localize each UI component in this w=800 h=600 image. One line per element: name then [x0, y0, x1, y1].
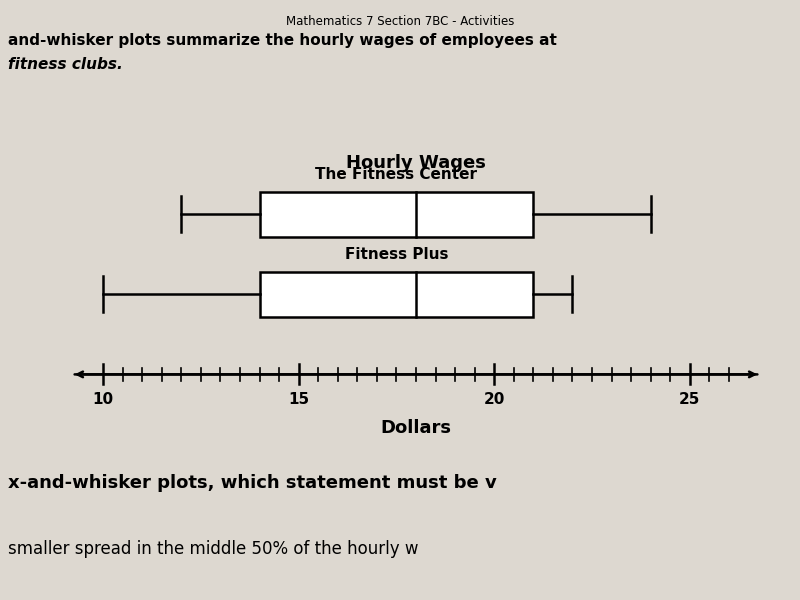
Bar	[259, 272, 534, 317]
Text: 20: 20	[483, 392, 505, 407]
Text: Fitness Plus: Fitness Plus	[345, 247, 448, 262]
Text: The Fitness Center: The Fitness Center	[315, 167, 478, 182]
Text: 15: 15	[288, 392, 310, 407]
Text: Mathematics 7 Section 7BC - Activities: Mathematics 7 Section 7BC - Activities	[286, 15, 514, 28]
Text: x-and-whisker plots, which statement must be v: x-and-whisker plots, which statement mus…	[8, 474, 497, 492]
Text: 25: 25	[679, 392, 701, 407]
Text: 10: 10	[93, 392, 114, 407]
Bar	[259, 191, 534, 236]
Text: Hourly Wages: Hourly Wages	[346, 154, 486, 172]
Text: Dollars: Dollars	[381, 419, 451, 437]
Text: smaller spread in the middle 50% of the hourly w: smaller spread in the middle 50% of the …	[8, 540, 418, 558]
Text: fitness clubs.: fitness clubs.	[8, 57, 122, 72]
Text: and-whisker plots summarize the hourly wages of employees at: and-whisker plots summarize the hourly w…	[8, 33, 557, 48]
